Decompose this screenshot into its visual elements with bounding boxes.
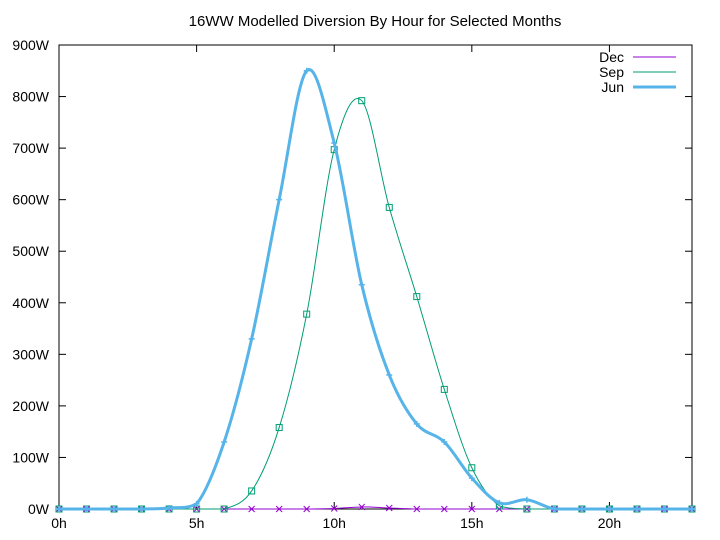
y-tick-label: 300W — [12, 346, 49, 362]
data-point-sep — [523, 505, 531, 513]
data-point-jun — [303, 67, 310, 74]
data-point-sep — [468, 464, 476, 472]
plot-border — [58, 44, 693, 510]
data-point-jun — [468, 475, 475, 482]
series-sep — [55, 97, 696, 513]
data-point-jun — [276, 196, 283, 203]
data-point-jun — [248, 335, 255, 342]
data-point-dec — [330, 505, 338, 512]
data-point-jun — [83, 506, 90, 512]
y-tick-label: 500W — [12, 243, 49, 259]
y-tick-label: 800W — [12, 89, 49, 105]
data-point-jun — [523, 496, 530, 503]
data-point-dec — [385, 504, 393, 512]
chart-title: 16WW Modelled Diversion By Hour for Sele… — [189, 13, 562, 30]
data-point-sep — [440, 385, 448, 393]
data-point-sep — [358, 97, 366, 105]
data-point-sep — [220, 505, 228, 513]
data-point-dec — [440, 505, 448, 513]
x-tick-label: 5h — [189, 515, 205, 531]
legend-label-dec: Dec — [599, 49, 624, 65]
legend-label-jun: Jun — [601, 79, 624, 95]
data-point-dec — [413, 505, 421, 513]
data-point-jun — [138, 506, 145, 512]
data-point-jun — [551, 506, 558, 512]
series-layer — [55, 67, 696, 513]
series-line-jun — [58, 68, 692, 511]
data-point-jun — [496, 499, 503, 506]
plot-axes: 0W 100W 200W 300W 400W 500W 600W 700W 800W 900W 0h… — [12, 37, 693, 531]
data-point-jun — [193, 500, 200, 507]
data-point-sep — [303, 310, 311, 318]
y-tick-label: 400W — [12, 295, 49, 311]
data-point-dec — [358, 503, 366, 511]
data-point-jun — [633, 506, 640, 512]
y-tick-label: 700W — [12, 140, 49, 156]
data-point-jun — [606, 506, 613, 512]
y-tick-label: 600W — [12, 192, 49, 208]
data-point-dec — [468, 505, 476, 513]
data-point-jun — [358, 281, 365, 288]
data-point-jun — [386, 371, 393, 378]
data-point-sep — [275, 424, 283, 432]
data-point-dec — [303, 505, 311, 513]
x-tick-label: 15h — [460, 515, 483, 531]
data-point-jun — [441, 438, 448, 445]
data-point-sep — [413, 293, 421, 301]
y-tick-label: 200W — [12, 398, 49, 414]
y-tick-label: 100W — [12, 449, 49, 465]
data-point-jun — [221, 438, 228, 445]
data-point-sep — [248, 487, 256, 495]
x-tick-label: 0h — [51, 515, 67, 531]
legend-label-sep: Sep — [599, 64, 624, 80]
data-point-jun — [56, 506, 62, 512]
data-point-jun — [689, 506, 695, 512]
data-point-jun — [166, 504, 173, 511]
data-point-dec — [275, 505, 283, 513]
y-tick-label: 900W — [12, 37, 49, 53]
x-tick-label: 20h — [598, 515, 621, 531]
data-point-jun — [578, 506, 585, 512]
y-tick-label: 0W — [28, 501, 50, 517]
data-point-jun — [331, 139, 338, 146]
data-point-jun — [111, 506, 118, 512]
series-line-sep — [58, 98, 692, 510]
series-jun — [56, 67, 695, 512]
data-point-sep — [385, 203, 393, 211]
data-point-jun — [413, 420, 420, 427]
x-tick-label: 10h — [323, 515, 346, 531]
data-point-jun — [661, 506, 668, 512]
data-point-dec — [248, 505, 256, 513]
